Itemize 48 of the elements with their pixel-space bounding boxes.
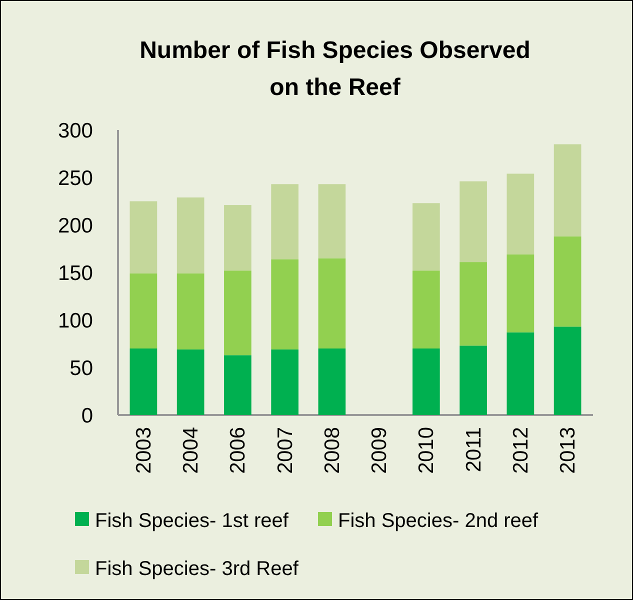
bar — [224, 205, 252, 271]
y-tick-label: 50 — [70, 356, 93, 380]
x-tick-label: 2009 — [368, 427, 392, 474]
bar — [506, 174, 534, 254]
bar — [554, 236, 582, 327]
bar — [271, 184, 298, 260]
y-tick-label: 200 — [58, 214, 93, 238]
bar — [554, 326, 582, 415]
x-tick-label: 2004 — [180, 426, 203, 474]
bar — [224, 355, 252, 415]
y-tick-label: 250 — [58, 166, 93, 190]
bar — [176, 273, 204, 350]
legend-label: Fish Species- 2nd reef — [338, 510, 539, 532]
y-tick-label: 150 — [58, 262, 93, 285]
bar — [412, 270, 440, 348]
x-tick-label: 2008 — [320, 427, 344, 474]
chart-title: Number of Fish Species Observed on the Reef — [140, 37, 530, 101]
bar — [271, 349, 298, 415]
bar — [506, 332, 534, 415]
x-tick-label: 2011 — [462, 427, 486, 472]
x-tick-label: 2012 — [509, 427, 532, 474]
bar — [271, 259, 298, 350]
legend-label: Fish Species- 3rd Reef — [95, 558, 299, 580]
bar — [224, 270, 252, 356]
x-tick-label: 2013 — [556, 427, 580, 474]
x-tick-label: 2010 — [415, 427, 438, 474]
bar — [412, 203, 440, 271]
x-tick-label: 2007 — [274, 427, 297, 474]
bar — [318, 184, 346, 258]
bar — [554, 144, 582, 236]
bar — [130, 201, 158, 274]
y-tick-label: 300 — [58, 119, 93, 142]
bar — [130, 273, 158, 348]
y-tick-label: 100 — [58, 309, 93, 332]
bar — [506, 254, 534, 332]
bar — [460, 181, 487, 262]
bar — [176, 197, 204, 274]
x-tick-label: 2003 — [132, 427, 156, 474]
x-tick-label: 2006 — [226, 427, 250, 474]
bar — [176, 349, 204, 415]
bar — [460, 262, 487, 346]
bar — [130, 348, 158, 415]
bar — [460, 346, 487, 415]
bar — [318, 258, 346, 348]
y-tick-label: 0 — [81, 404, 93, 428]
legend-label: Fish Species- 1st reef — [95, 510, 289, 532]
bar — [412, 348, 440, 415]
bar — [318, 348, 346, 415]
